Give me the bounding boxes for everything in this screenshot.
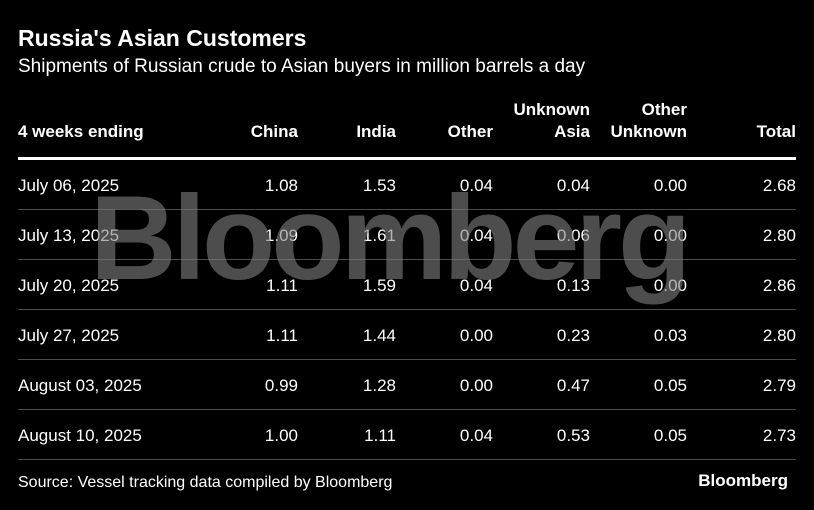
chart-title: Russia's Asian Customers [18, 25, 307, 51]
table-cell: 1.59 [362, 276, 396, 295]
header-divider [18, 157, 796, 160]
table-cell: 2.80 [762, 326, 796, 345]
row-divider [18, 309, 796, 310]
row-divider [18, 409, 796, 410]
table-cell: 1.28 [362, 376, 396, 395]
table-cell: 2.73 [762, 426, 796, 445]
table-cell: 1.11 [266, 276, 298, 295]
table-cell: 0.00 [653, 226, 687, 245]
row-date: July 20, 2025 [18, 276, 120, 295]
row-date: August 03, 2025 [18, 376, 142, 395]
column-header-0-line2: 4 weeks ending [18, 122, 144, 141]
data-table: 4 weeks ending China India Other Unknown Asia… [18, 0, 796, 510]
column-header-3-line2: Other [447, 122, 493, 141]
table-cell: 1.11 [266, 326, 298, 345]
table-row: July 27, 2025 1.11 1.44 0.00 0.23 0.03 2.80 [18, 310, 796, 360]
table-cell: 1.11 [364, 426, 396, 445]
table-row: July 20, 2025 1.11 1.59 0.04 0.13 0.00 2.86 [18, 260, 796, 310]
table-cell: 1.09 [264, 226, 298, 245]
table-cell: 2.79 [762, 376, 796, 395]
chart-subtitle: Shipments of Russian crude to Asian buye… [18, 56, 586, 77]
column-header-5-line1: Other [641, 100, 687, 119]
table-cell: 0.05 [653, 376, 687, 395]
table-cell: 1.53 [362, 176, 396, 195]
column-header-4-line2: Asia [554, 122, 590, 141]
column-header-2-line2: India [356, 122, 396, 141]
table-cell: 1.61 [362, 226, 396, 245]
column-header-1-line2: China [250, 122, 298, 141]
table-cell: 0.13 [556, 276, 590, 295]
table-cell: 0.99 [264, 376, 298, 395]
table-cell: 1.44 [362, 326, 396, 345]
table-cell: 2.68 [762, 176, 796, 195]
row-date: July 06, 2025 [18, 176, 120, 195]
table-cell: 0.04 [459, 276, 493, 295]
column-header-6-line2: Total [756, 122, 796, 141]
row-divider [18, 209, 796, 210]
column-header-4-line1: Unknown [513, 100, 591, 119]
table-cell: 0.23 [556, 326, 590, 345]
bloomberg-logo: Bloomberg [698, 471, 788, 490]
row-date: July 13, 2025 [18, 226, 120, 245]
table-cell: 0.53 [556, 426, 590, 445]
table-cell: 0.47 [556, 376, 590, 395]
table-cell: 0.06 [556, 226, 590, 245]
column-header-5-line2: Unknown [610, 122, 688, 141]
table-cell: 0.04 [459, 226, 493, 245]
table-cell: 1.08 [264, 176, 298, 195]
table-cell: 0.00 [653, 276, 687, 295]
table-cell: 0.00 [459, 376, 493, 395]
table-cell: 0.00 [459, 326, 493, 345]
table-cell: 0.03 [653, 326, 687, 345]
row-date: August 10, 2025 [18, 426, 142, 445]
row-date: July 27, 2025 [18, 326, 120, 345]
table-cell: 2.80 [762, 226, 796, 245]
table-cell: 1.00 [264, 426, 298, 445]
table-cell: 0.04 [459, 426, 493, 445]
table-cell: 0.04 [556, 176, 590, 195]
table-cell: 0.04 [459, 176, 493, 195]
table-row: July 13, 2025 1.09 1.61 0.04 0.06 0.00 2.80 [18, 210, 796, 260]
table-row: July 06, 2025 1.08 1.53 0.04 0.04 0.00 2.68 [18, 160, 796, 210]
table-row: August 03, 2025 0.99 1.28 0.00 0.47 0.05 2.79 [18, 360, 796, 410]
table-cell: 0.05 [653, 426, 687, 445]
row-divider [18, 459, 796, 460]
row-divider [18, 359, 796, 360]
row-divider [18, 259, 796, 260]
table-cell: 2.86 [762, 276, 796, 295]
source-note: Source: Vessel tracking data compiled by… [18, 474, 393, 491]
table-cell: 0.00 [653, 176, 687, 195]
table-row: August 10, 2025 1.00 1.11 0.04 0.53 0.05 2.73 [18, 410, 796, 460]
